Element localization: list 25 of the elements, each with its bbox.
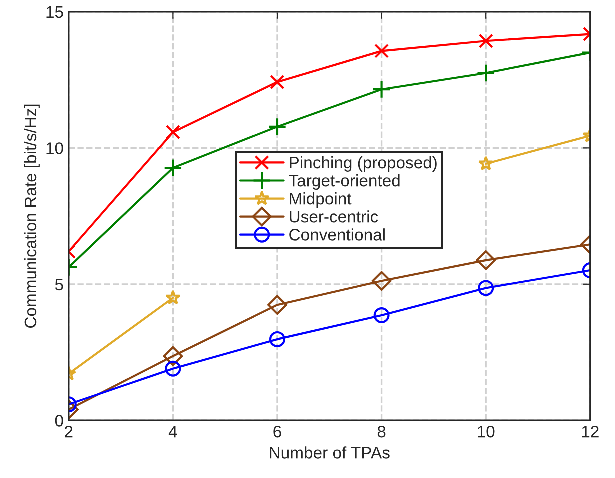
point — [270, 331, 286, 348]
legend-label: Conventional — [290, 228, 385, 241]
x-axis-title: Number of TPAs — [270, 446, 390, 459]
point — [372, 271, 392, 292]
x-tick-label: 6 — [274, 426, 282, 438]
y-tick-label: 0 — [55, 415, 64, 427]
x-tick-label: 10 — [478, 426, 495, 438]
y-tick-label: 15 — [46, 6, 64, 18]
y-tick-label: 10 — [46, 142, 64, 154]
y-axis-title: Communication Rate [bit/s/Hz] — [24, 104, 40, 328]
x-tick-label: 12 — [582, 426, 599, 438]
y-tick-label: 5 — [55, 278, 64, 291]
point — [268, 295, 288, 315]
point — [270, 74, 285, 90]
legend-label: Midpoint — [290, 192, 352, 208]
point — [372, 80, 392, 99]
x-tick-label: 4 — [168, 426, 178, 438]
legend-label: Target-oriented — [289, 174, 400, 190]
point — [374, 307, 390, 324]
x-tick-label: 8 — [378, 426, 386, 438]
legend-label: User-centric — [290, 210, 378, 223]
point — [268, 118, 287, 136]
x-tick-label: 2 — [65, 426, 73, 438]
legend-label: Pinching (proposed) — [290, 156, 437, 172]
point — [374, 44, 390, 58]
